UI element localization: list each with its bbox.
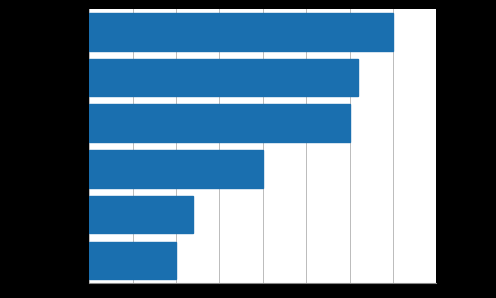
Bar: [89, 150, 263, 188]
Bar: [89, 241, 176, 279]
Bar: [89, 59, 358, 96]
Bar: [89, 13, 393, 51]
Bar: [89, 104, 350, 142]
Bar: [89, 196, 193, 233]
